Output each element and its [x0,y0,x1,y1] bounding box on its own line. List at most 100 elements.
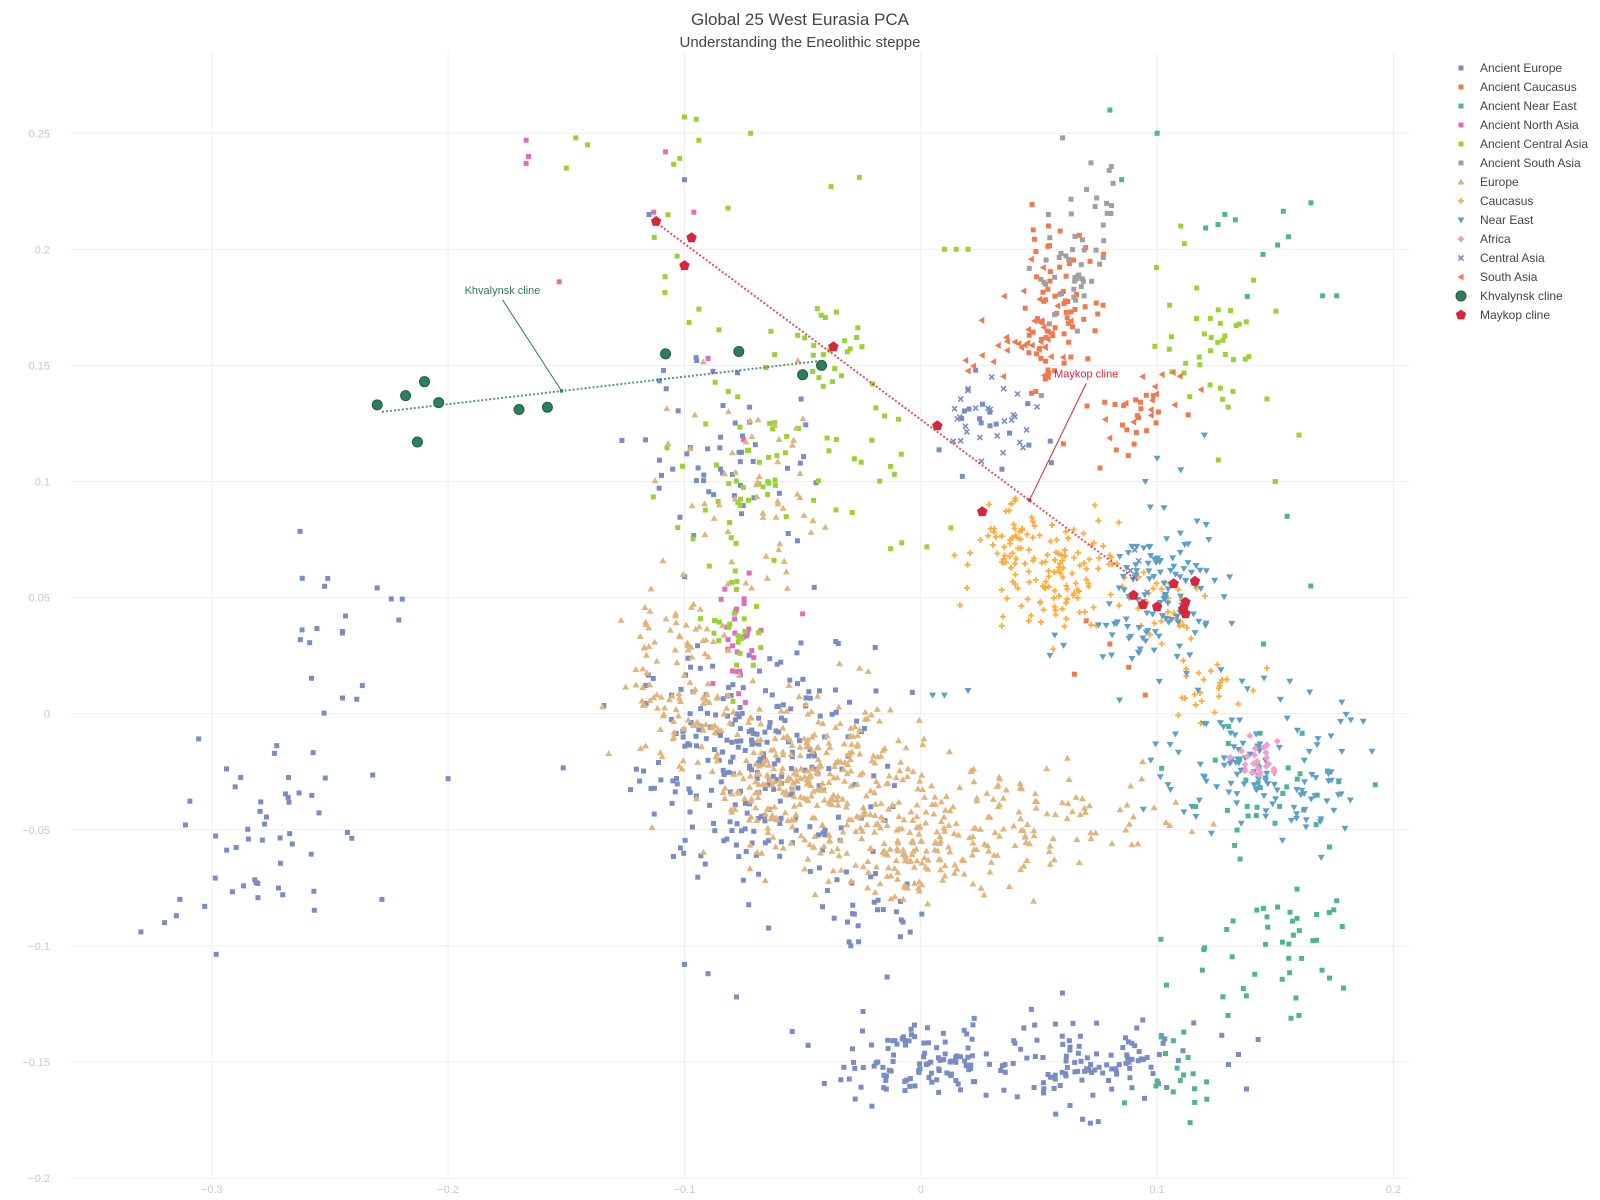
legend-item-ancient-south-asia[interactable]: Ancient South Asia [1450,153,1588,172]
legend-item-ancient-north-asia[interactable]: Ancient North Asia [1450,115,1588,134]
europe-point [762,552,770,559]
ancient-central-asia-point [965,246,971,252]
europe-point [945,748,953,755]
ancient-central-asia-point [1169,334,1175,340]
ancient-europe-point [1028,1006,1034,1012]
legend-item-khvalynsk-cline[interactable]: Khvalynsk cline [1450,286,1588,305]
europe-point [696,722,704,729]
ancient-europe-point [766,724,772,730]
ancient-near-east-point [1225,1012,1231,1018]
ancient-europe-point [706,489,712,495]
ancient-europe-point [929,1079,935,1085]
europe-point [828,801,836,808]
ancient-central-asia-point [706,563,712,569]
europe-point [817,762,825,769]
ancient-europe-point [1104,1062,1110,1068]
europe-point [772,843,780,850]
europe-point [745,718,753,725]
legend-item-ancient-caucasus[interactable]: Ancient Caucasus [1450,77,1588,96]
near-east-point [1273,787,1281,794]
europe-point [863,715,871,722]
europe-point [1049,835,1057,842]
legend-item-ancient-europe[interactable]: Ancient Europe [1450,58,1588,77]
x-tick-label: −0.2 [437,1184,459,1196]
europe-point [669,735,677,742]
legend-item-europe[interactable]: Europe [1450,172,1588,191]
europe-point [1030,832,1038,839]
ancient-south-asia-point [1074,328,1080,334]
ancient-south-asia-point [1071,286,1077,292]
ancient-near-east-point [1334,898,1340,904]
ancient-central-asia-point [737,650,743,656]
europe-point [873,705,881,712]
ancient-near-east-point [1294,886,1300,892]
y-tick-label: −0.1 [28,941,50,953]
ancient-europe-point [277,835,283,841]
ancient-central-asia-point [1153,265,1159,271]
ancient-europe-point [734,711,740,717]
maykop-cline-point [977,506,988,517]
europe-point [691,685,699,692]
legend-item-ancient-near-east[interactable]: Ancient Near East [1450,96,1588,115]
ancient-europe-point [1032,1022,1038,1028]
ancient-central-asia-point [774,453,780,459]
ancient-europe-point [1125,1039,1131,1045]
europe-point [937,866,945,873]
ancient-europe-point [906,1038,912,1044]
ancient-europe-point [670,853,676,859]
ancient-central-asia-point [716,638,722,644]
legend-item-africa[interactable]: Africa [1450,229,1588,248]
ancient-europe-point [778,839,784,845]
caucasus-point [1062,599,1069,606]
europe-point [941,827,949,834]
ancient-europe-point [737,726,743,732]
legend-item-caucasus[interactable]: Caucasus [1450,191,1588,210]
europe-point [663,405,671,412]
ancient-europe-point [936,447,942,453]
europe-point [730,770,738,777]
south-asia-point [1045,328,1052,336]
near-east-point [1302,817,1310,824]
ancient-europe-point [1124,1052,1130,1058]
ancient-near-east-point [1154,130,1160,136]
ancient-central-asia-point [712,379,718,385]
europe-point [676,697,684,704]
ancient-central-asia-point [824,435,830,441]
near-east-point [1341,825,1349,832]
ancient-caucasus-point [1071,671,1077,677]
khvalynsk-cline-point [418,376,430,388]
near-east-point [1217,667,1225,674]
south-asia-point [1018,344,1025,352]
legend-item-south-asia[interactable]: South Asia [1450,267,1588,286]
ancient-europe-point [232,784,238,790]
legend-item-central-asia[interactable]: Central Asia [1450,248,1588,267]
caucasus-point [1012,532,1019,539]
ancient-europe-point [339,630,345,636]
europe-point [1032,804,1040,811]
annotation-label: Khvalynsk cline [465,285,541,297]
near-east-point [1236,717,1244,724]
europe-point [724,580,732,587]
europe-point [1128,841,1136,848]
legend-label: Africa [1480,231,1511,246]
ancient-europe-point [730,754,736,760]
ancient-europe-point [926,1074,932,1080]
ancient-europe-point [1244,1086,1250,1092]
legend-item-ancient-central-asia[interactable]: Ancient Central Asia [1450,134,1588,153]
ancient-near-east-point [1181,1029,1187,1035]
ancient-near-east-point [1314,937,1320,943]
near-east-point [1140,545,1148,552]
europe-point [686,678,694,685]
ancient-near-east-point [1193,804,1199,810]
x-tick-label: −0.3 [201,1184,223,1196]
near-east-point [1116,553,1124,560]
legend-item-maykop-cline[interactable]: Maykop cline [1450,305,1588,324]
near-east-point [1177,467,1185,474]
near-east-point [1060,642,1068,649]
europe-point [754,794,762,801]
legend-item-near-east[interactable]: Near East [1450,210,1588,229]
europe-point [794,357,802,364]
ancient-central-asia-point [855,325,861,331]
africa-point [1226,753,1234,761]
